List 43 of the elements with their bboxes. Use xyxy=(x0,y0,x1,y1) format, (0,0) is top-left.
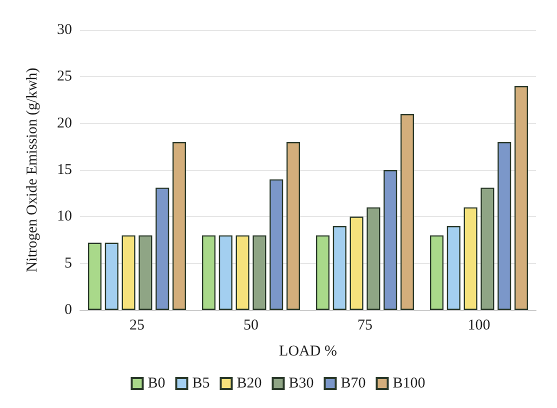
x-tick-label: 75 xyxy=(358,318,372,334)
bar xyxy=(236,235,250,310)
bar xyxy=(400,114,414,310)
bar xyxy=(286,142,300,310)
bar xyxy=(384,170,398,310)
x-tick-label: 25 xyxy=(130,318,144,334)
bar xyxy=(202,235,216,310)
x-tick-label: 100 xyxy=(468,318,490,334)
y-tick-label: 20 xyxy=(57,115,72,132)
y-tick-label: 5 xyxy=(64,255,72,272)
bar xyxy=(366,207,380,310)
bar xyxy=(464,207,478,310)
bar xyxy=(498,142,512,310)
legend-label: B0 xyxy=(148,376,166,392)
bar xyxy=(446,226,460,310)
y-tick-label: 30 xyxy=(57,22,72,38)
bar xyxy=(104,242,118,310)
y-tick-label: 0 xyxy=(64,302,72,318)
bar xyxy=(172,142,186,310)
bar xyxy=(218,235,232,310)
legend-label: B70 xyxy=(340,376,366,392)
legend-label: B5 xyxy=(192,376,210,392)
bar xyxy=(514,86,528,310)
bar xyxy=(332,226,346,310)
y-tick-label: 15 xyxy=(57,162,72,178)
bar xyxy=(88,242,102,310)
bar xyxy=(480,188,494,310)
legend-label: B20 xyxy=(236,376,262,392)
y-tick-label: 25 xyxy=(57,68,72,85)
bar xyxy=(316,235,330,310)
y-tick-label: 10 xyxy=(57,208,72,225)
bar xyxy=(350,216,364,310)
x-axis-title: LOAD % xyxy=(279,344,337,360)
y-axis-title: Nitrogen Oxide Emission (g/kwh) xyxy=(24,68,40,272)
bar xyxy=(122,235,136,310)
bar xyxy=(252,235,266,310)
bar xyxy=(430,235,444,310)
bar xyxy=(138,235,152,310)
legend-label: B100 xyxy=(392,376,426,392)
bar xyxy=(270,179,284,310)
x-tick-label: 50 xyxy=(244,318,258,334)
legend-label: B30 xyxy=(288,376,314,392)
bar xyxy=(156,188,170,310)
